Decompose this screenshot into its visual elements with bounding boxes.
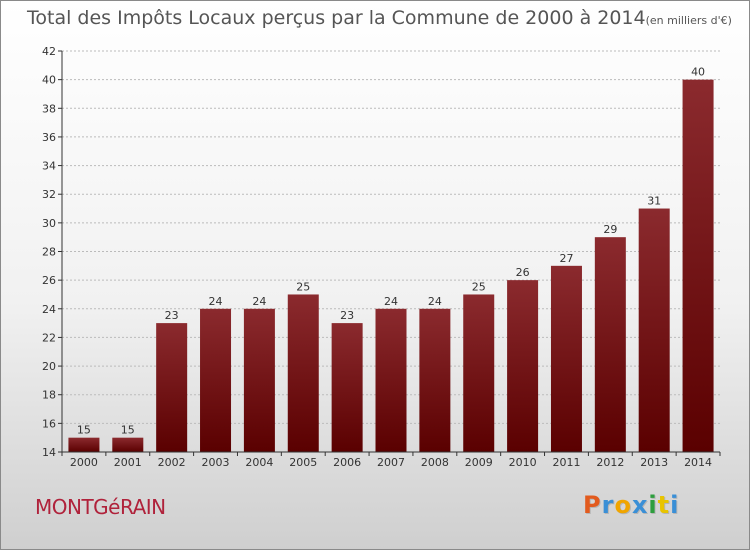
bar-2004 bbox=[243, 308, 275, 452]
y-tick-label: 14 bbox=[42, 446, 56, 459]
y-tick-label: 42 bbox=[42, 45, 56, 58]
x-tick-label-2001: 2001 bbox=[114, 456, 142, 469]
y-tick-label: 36 bbox=[42, 131, 56, 144]
bar-2000 bbox=[68, 437, 100, 452]
y-tick-label: 20 bbox=[42, 360, 56, 373]
logo-letter: i bbox=[648, 491, 658, 519]
bar-2014 bbox=[682, 79, 714, 453]
value-label-2014: 40 bbox=[691, 66, 705, 79]
bar-2009 bbox=[463, 294, 495, 452]
y-tick-label: 18 bbox=[42, 389, 56, 402]
y-tick-label: 16 bbox=[42, 417, 56, 430]
bar-2013 bbox=[638, 208, 670, 452]
axes: 14 16 18 20 22 24 26 28 30 32 34 36 38 40 42 2000 2001 20… bbox=[42, 45, 721, 469]
value-label-2005: 25 bbox=[296, 280, 310, 293]
y-tick-label: 38 bbox=[42, 102, 56, 115]
x-tick-label-2014: 2014 bbox=[684, 456, 712, 469]
value-label-2013: 31 bbox=[647, 195, 661, 208]
value-label-2001: 15 bbox=[121, 424, 135, 437]
y-tick-label: 22 bbox=[42, 331, 56, 344]
bar-2005 bbox=[287, 294, 319, 452]
x-tick-label-2006: 2006 bbox=[333, 456, 361, 469]
value-label-2011: 27 bbox=[559, 252, 573, 265]
logo-letter: x bbox=[631, 491, 649, 519]
bar-2010 bbox=[507, 280, 539, 452]
y-tick-label: 40 bbox=[42, 74, 56, 87]
x-tick-label-2011: 2011 bbox=[552, 456, 580, 469]
y-tick-label: 32 bbox=[42, 188, 56, 201]
x-tick-label-2013: 2013 bbox=[640, 456, 668, 469]
value-label-2010: 26 bbox=[516, 266, 530, 279]
logo-letter: i bbox=[670, 491, 680, 519]
proxiti-logo: Proxiti bbox=[583, 491, 679, 519]
value-label-2002: 23 bbox=[165, 309, 179, 322]
bar-2001 bbox=[112, 437, 144, 452]
y-tick-label: 34 bbox=[42, 160, 56, 173]
value-label-2006: 23 bbox=[340, 309, 354, 322]
x-tick-label-2010: 2010 bbox=[509, 456, 537, 469]
y-tick-label: 24 bbox=[42, 303, 56, 316]
value-label-2007: 24 bbox=[384, 295, 398, 308]
y-tick-label: 30 bbox=[42, 217, 56, 230]
x-tick-label-2003: 2003 bbox=[202, 456, 230, 469]
value-label-2009: 25 bbox=[472, 280, 486, 293]
bar-2006 bbox=[331, 323, 363, 452]
x-tick-label-2008: 2008 bbox=[421, 456, 449, 469]
x-tick-label-2005: 2005 bbox=[289, 456, 317, 469]
bar-2002 bbox=[156, 323, 188, 452]
bar-2008 bbox=[419, 308, 451, 452]
chart-title: Total des Impôts Locaux perçus par la Co… bbox=[27, 7, 732, 29]
value-label-2003: 24 bbox=[209, 295, 223, 308]
value-label-2000: 15 bbox=[77, 424, 91, 437]
value-label-2008: 24 bbox=[428, 295, 442, 308]
bars: 15 15 23 24 24 25 23 24 24 25 26 27 29 31 40 bbox=[68, 66, 714, 453]
x-tick-label-2002: 2002 bbox=[158, 456, 186, 469]
bar-2012 bbox=[594, 237, 626, 452]
x-tick-label-2004: 2004 bbox=[245, 456, 273, 469]
value-label-2004: 24 bbox=[252, 295, 266, 308]
bar-2011 bbox=[550, 265, 582, 452]
chart-title-main: Total des Impôts Locaux perçus par la Co… bbox=[27, 7, 646, 29]
logo-letter: t bbox=[657, 491, 671, 519]
commune-name: MONTGéRAIN bbox=[35, 495, 166, 519]
logo-letter: o bbox=[614, 491, 632, 519]
chart-title-unit: (en milliers d'€) bbox=[645, 14, 732, 27]
x-tick-label-2009: 2009 bbox=[465, 456, 493, 469]
bar-2007 bbox=[375, 308, 407, 452]
x-tick-label-2007: 2007 bbox=[377, 456, 405, 469]
x-tick-label-2000: 2000 bbox=[70, 456, 98, 469]
x-tick-label-2012: 2012 bbox=[596, 456, 624, 469]
logo-letter: P bbox=[583, 491, 602, 519]
value-label-2012: 29 bbox=[603, 223, 617, 236]
y-tick-label: 26 bbox=[42, 274, 56, 287]
bar-2003 bbox=[200, 308, 232, 452]
logo-letter: r bbox=[601, 491, 615, 519]
y-tick-label: 28 bbox=[42, 246, 56, 259]
